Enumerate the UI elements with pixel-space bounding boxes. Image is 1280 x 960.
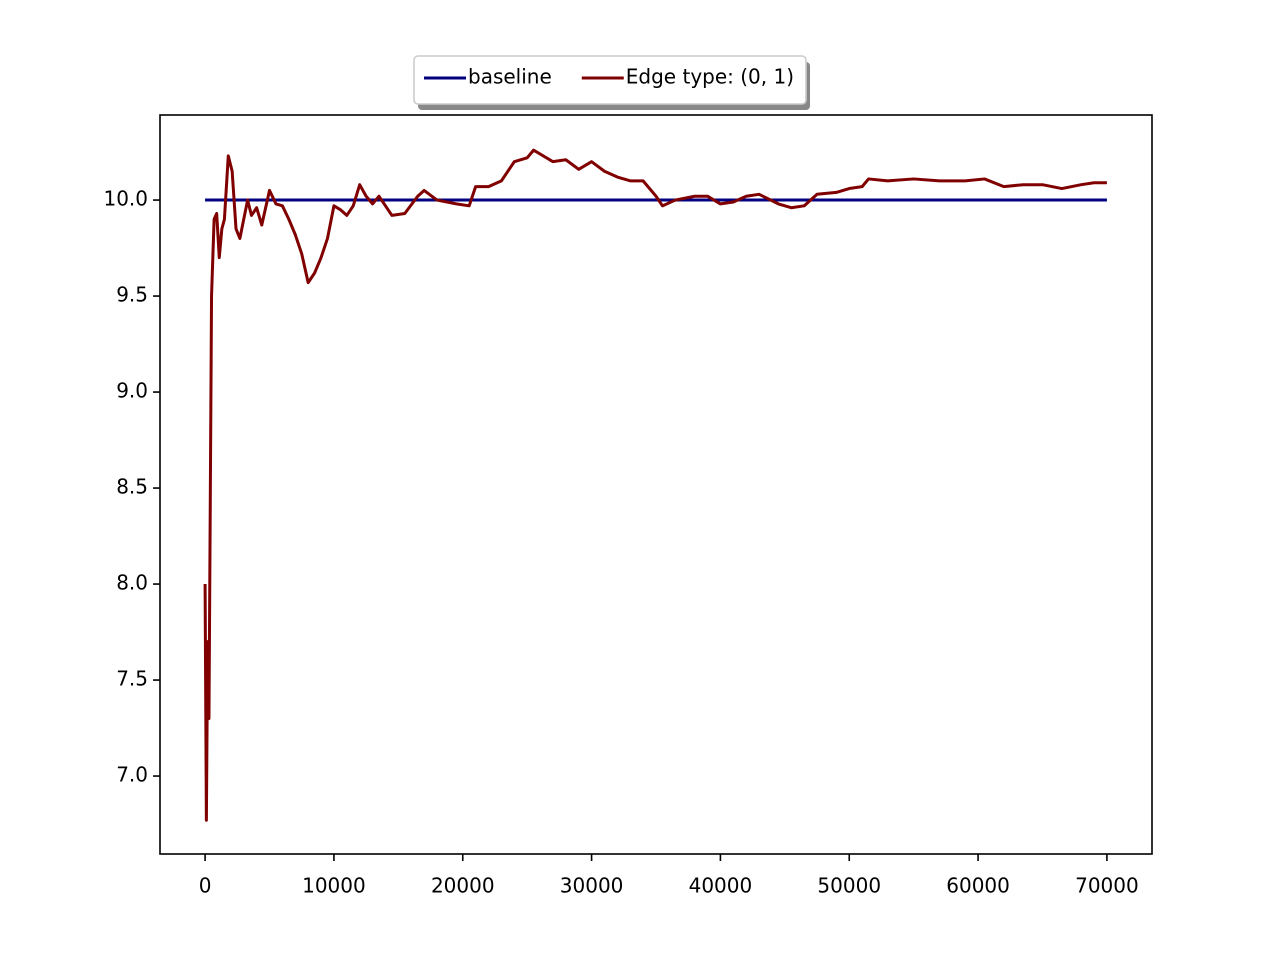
series-line xyxy=(203,148,1107,822)
legend: baseline Edge type: (0, 1) xyxy=(413,55,811,110)
legend-box xyxy=(413,55,807,105)
x-tick-label: 20000 xyxy=(431,874,495,898)
x-tick-label: 30000 xyxy=(560,874,624,898)
y-tick-label: 9.0 xyxy=(116,379,148,403)
y-tick-label: 8.0 xyxy=(116,571,148,595)
legend-label: Edge type: (0, 1) xyxy=(626,65,794,89)
y-tick-label: 7.0 xyxy=(116,763,148,787)
axes-frame xyxy=(159,114,1153,855)
y-tick-label: 8.5 xyxy=(116,475,148,499)
y-tick-label: 10.0 xyxy=(103,187,148,211)
x-tick-label: 0 xyxy=(199,874,212,898)
x-tick-label: 40000 xyxy=(689,874,753,898)
x-tick-label: 70000 xyxy=(1075,874,1139,898)
x-tick-label: 50000 xyxy=(817,874,881,898)
y-tick-label: 9.5 xyxy=(116,283,148,307)
y-tick-label: 7.5 xyxy=(116,667,148,691)
legend-label: baseline xyxy=(468,65,552,89)
x-tick-label: 60000 xyxy=(946,874,1010,898)
x-tick-label: 10000 xyxy=(302,874,366,898)
